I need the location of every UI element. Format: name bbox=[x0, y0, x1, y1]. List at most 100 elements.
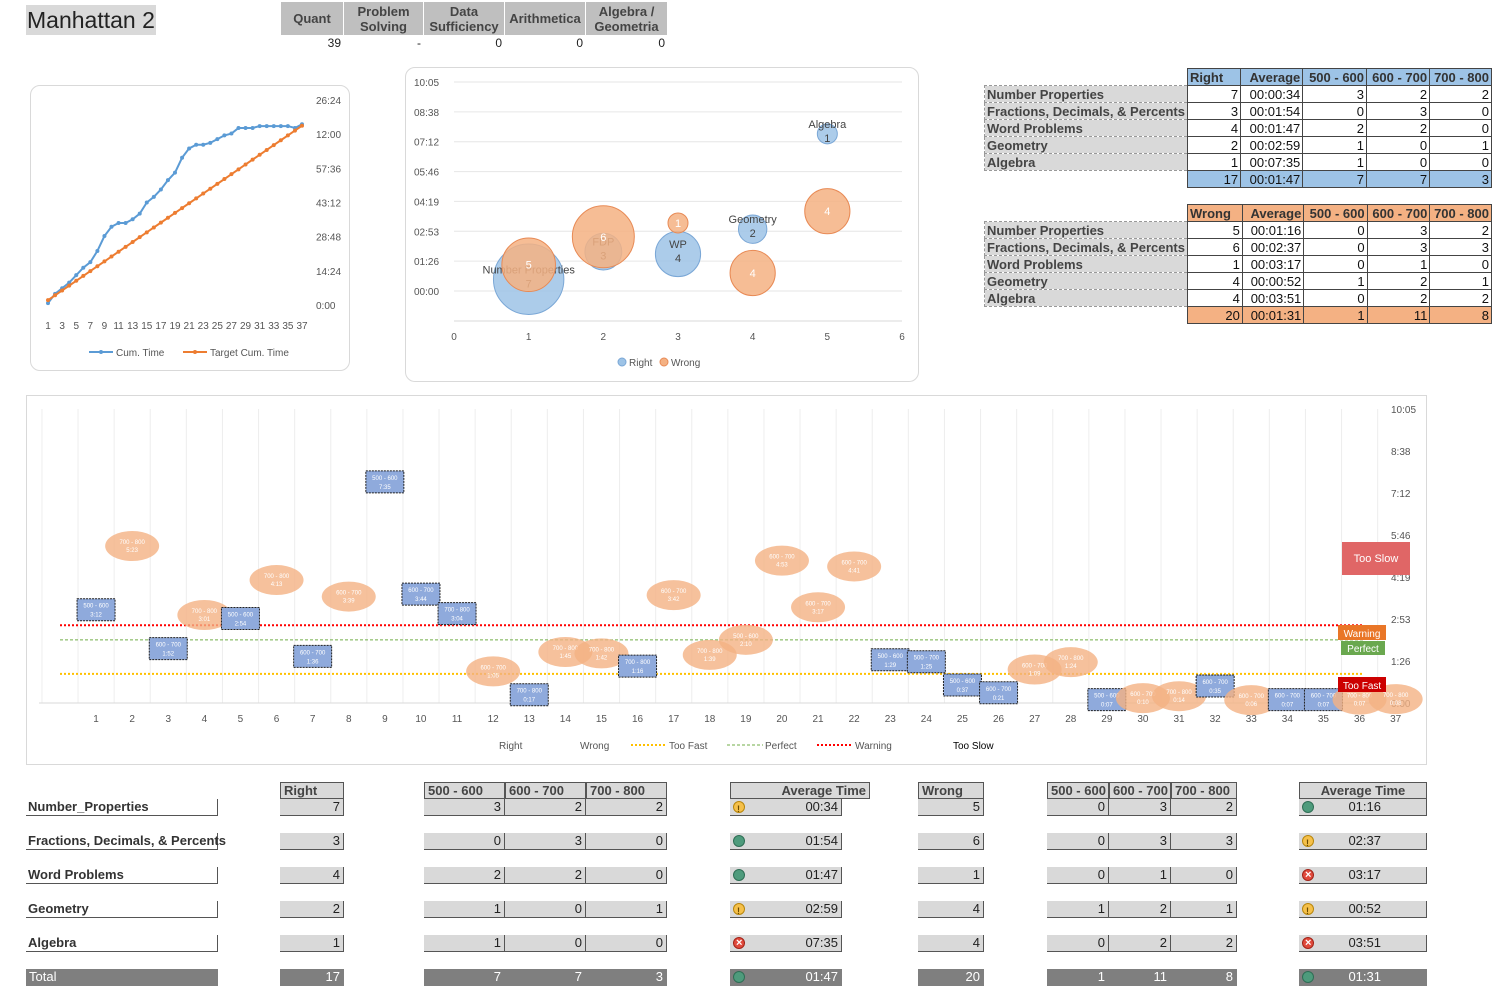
table-cell: 0 bbox=[1366, 153, 1431, 171]
series-point bbox=[215, 181, 220, 186]
marker-time: 0:06 bbox=[1245, 702, 1257, 708]
series-point bbox=[102, 234, 107, 239]
marker-time: 4:53 bbox=[776, 563, 788, 569]
x-tick-label: 23 bbox=[198, 321, 210, 332]
status-icon bbox=[733, 801, 745, 815]
y-tick-label: 14:24 bbox=[316, 267, 341, 278]
table-row: Word Problems 4 00:01:47 2 2 0 bbox=[984, 119, 1492, 137]
right-answer-marker bbox=[76, 598, 116, 622]
series-point bbox=[158, 220, 163, 225]
x-tick-label: 17 bbox=[668, 714, 680, 725]
table-cell: 2 bbox=[1302, 119, 1368, 137]
marker-time: 1:42 bbox=[596, 655, 608, 661]
bubble-label: Algebra bbox=[808, 119, 847, 131]
category-bubble-svg: 00:00 01:26 02:53 04:19 05:46 07:12 08:38 10:05… bbox=[414, 78, 905, 369]
x-tick-label: 11 bbox=[113, 321, 124, 332]
right-count: 4 bbox=[280, 867, 344, 884]
wrong-average-time: 03:17 bbox=[1299, 867, 1427, 884]
table-cell: 00:02:59 bbox=[1240, 136, 1304, 154]
table-cell: 1 bbox=[1429, 136, 1492, 154]
marker-level: 700 - 800 bbox=[1058, 656, 1084, 662]
bubble-label: Geometry bbox=[729, 214, 778, 226]
table-header: 500 - 600 bbox=[1302, 68, 1368, 86]
table-cell: 1 bbox=[1302, 153, 1368, 171]
wrong-count: 4 bbox=[918, 901, 984, 918]
y-tick-label: 8:38 bbox=[1391, 447, 1411, 458]
wrong-answer-marker bbox=[105, 531, 160, 562]
x-tick-label: 26 bbox=[993, 714, 1005, 725]
y-tick-label: 07:12 bbox=[414, 138, 439, 149]
category-label: Word Problems bbox=[26, 867, 218, 884]
bubble-count: 4 bbox=[675, 253, 681, 265]
wrong-answer-marker bbox=[177, 600, 232, 631]
marker-level: 600 - 700 bbox=[408, 588, 434, 594]
table-cell: 3 bbox=[1366, 102, 1431, 120]
wrong-average-time: 03:51 bbox=[1299, 935, 1427, 952]
right-difficulty-count: 7 bbox=[424, 969, 505, 986]
x-tick-label: 5 bbox=[73, 321, 79, 332]
table-cell: 00:02:37 bbox=[1241, 238, 1305, 256]
x-tick-label: 18 bbox=[704, 714, 716, 725]
table-row: Fractions, Decimals, & Percents 3 00:01:54… bbox=[984, 102, 1492, 120]
table-cell: 0 bbox=[1303, 221, 1368, 239]
right-answer-marker bbox=[220, 606, 260, 630]
x-tick-label: 1 bbox=[45, 321, 51, 332]
x-tick-label: 15 bbox=[596, 714, 608, 725]
x-tick-label: 1 bbox=[526, 332, 532, 343]
legend-marker bbox=[617, 357, 627, 367]
series-point bbox=[229, 172, 234, 177]
x-tick-label: 11 bbox=[452, 714, 463, 725]
marker-level: 700 - 800 bbox=[553, 646, 579, 652]
x-tick-label: 35 bbox=[282, 321, 294, 332]
marker-time: 0:14 bbox=[1173, 698, 1185, 704]
marker-time: 3:44 bbox=[415, 597, 427, 603]
series-point bbox=[95, 264, 100, 269]
x-tick-label: 36 bbox=[1354, 714, 1366, 725]
marker-time: 2:10 bbox=[740, 642, 752, 648]
row-label: Algebra bbox=[984, 153, 1188, 171]
difficulty-header: 700 - 800 bbox=[1171, 782, 1237, 799]
series-point bbox=[187, 146, 192, 151]
status-icon bbox=[733, 935, 745, 951]
summary-value: - bbox=[417, 36, 421, 50]
right-difficulty-count: 1 bbox=[424, 935, 505, 952]
legend-label: Cum. Time bbox=[116, 348, 165, 359]
series-point bbox=[257, 124, 262, 129]
bubble-count: 1 bbox=[675, 218, 681, 230]
x-tick-label: 3 bbox=[675, 332, 681, 343]
table-header: 700 - 800 bbox=[1429, 204, 1492, 222]
summary-value: 0 bbox=[658, 36, 665, 50]
bubble-wrong bbox=[667, 212, 689, 234]
marker-time: 0:07 bbox=[1282, 703, 1294, 709]
wrong-count: 1 bbox=[918, 867, 984, 884]
total-cell: 7 bbox=[1366, 170, 1431, 188]
table-cell: 2 bbox=[1366, 272, 1431, 290]
category-label: Fractions, Decimals, & Percents bbox=[26, 833, 226, 850]
wrong-answer-marker bbox=[574, 638, 629, 669]
total-cell: 11 bbox=[1366, 306, 1431, 324]
right-answer-marker bbox=[148, 637, 188, 661]
marker-level: 700 - 800 bbox=[589, 647, 615, 653]
series-point bbox=[88, 260, 93, 265]
table-row: Word Problems 1 00:03:17 0 1 0 bbox=[984, 255, 1492, 273]
status-icon bbox=[733, 971, 745, 983]
marker-time: 0:35 bbox=[1209, 689, 1221, 695]
table-header: 500 - 600 bbox=[1303, 204, 1368, 222]
series-point bbox=[201, 142, 206, 147]
y-tick-label: 12:00 bbox=[316, 130, 341, 141]
series-point bbox=[109, 224, 114, 229]
category-label: Geometry bbox=[26, 901, 218, 918]
status-icon bbox=[733, 835, 745, 847]
right-answer-marker bbox=[365, 470, 405, 494]
series-point bbox=[208, 140, 213, 145]
series-point bbox=[137, 211, 142, 216]
series-point bbox=[60, 288, 65, 293]
right-difficulty-count: 3 bbox=[424, 799, 505, 816]
x-tick-label: 27 bbox=[1029, 714, 1041, 725]
series-point bbox=[194, 142, 199, 147]
table-cell: 0 bbox=[1429, 119, 1492, 137]
results-table: Wrong Average 500 - 600 600 - 700 700 - 800 N… bbox=[984, 204, 1492, 324]
x-tick-label: 9 bbox=[102, 321, 108, 332]
total-cell: 17 bbox=[1186, 170, 1242, 188]
marker-level: 500 - 600 bbox=[228, 612, 254, 618]
